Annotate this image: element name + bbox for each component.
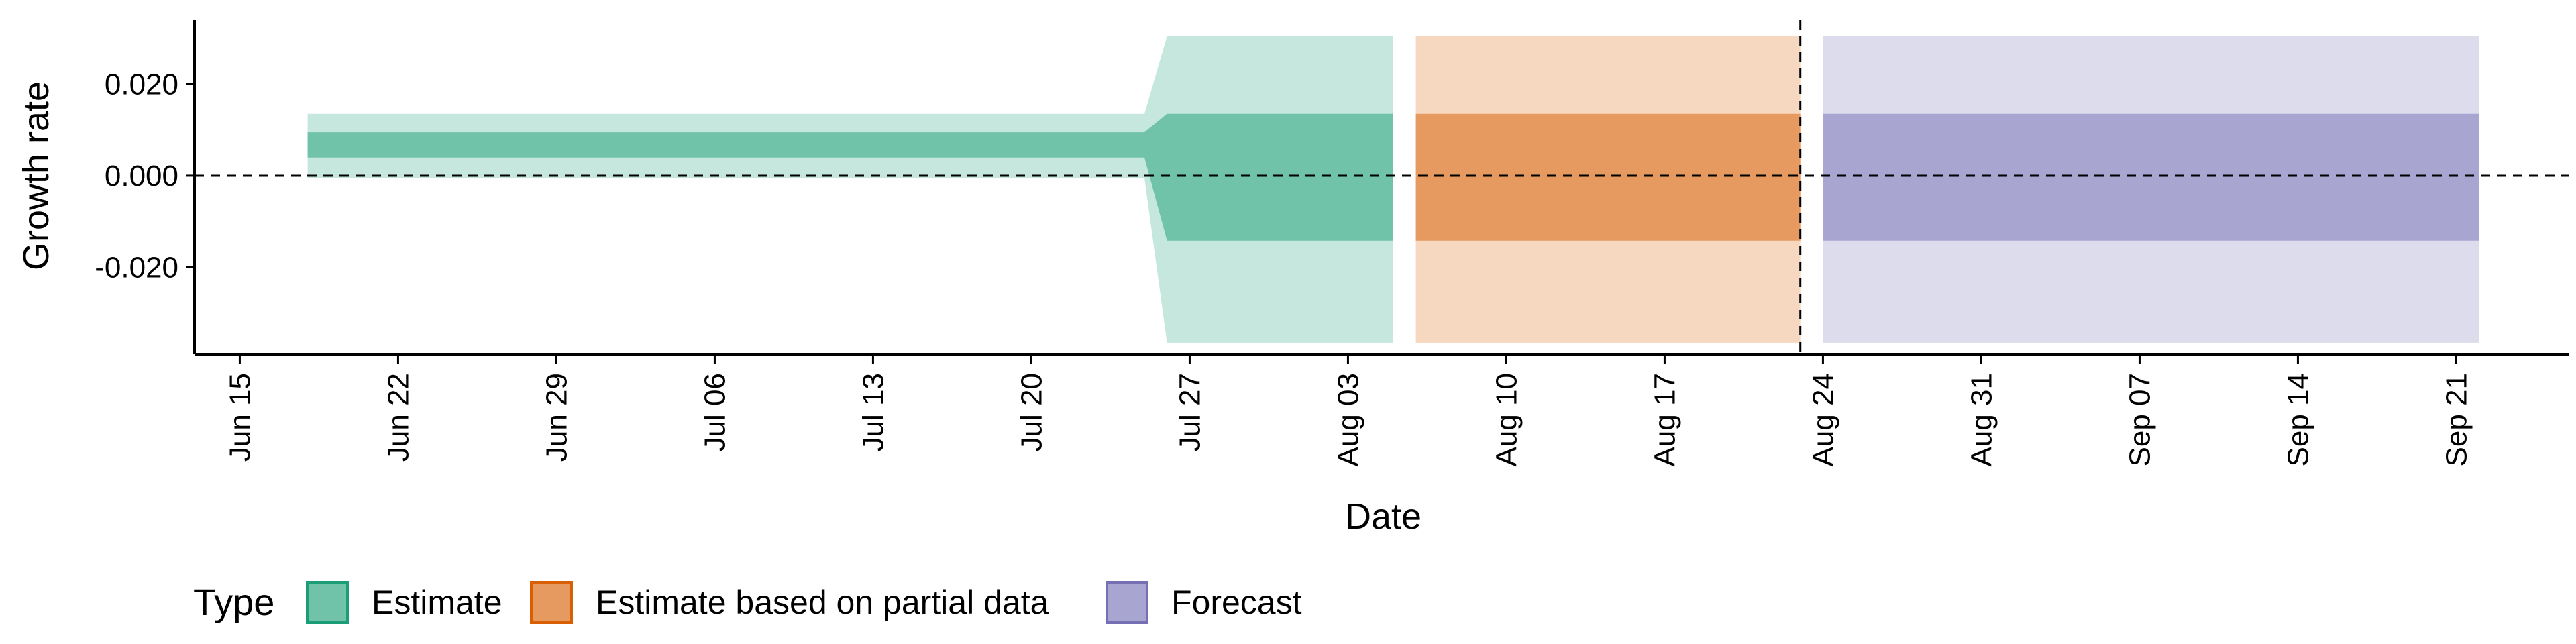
x-tick-label: Sep 21 xyxy=(2440,373,2473,466)
x-tick-label: Aug 03 xyxy=(1332,373,1364,466)
forecast-band-50 xyxy=(1823,113,2479,241)
reference-lines xyxy=(195,20,2569,354)
x-tick-label: Aug 24 xyxy=(1807,373,1839,466)
estimate-legend-key xyxy=(306,581,349,624)
x-axis-title: Date xyxy=(1345,496,1421,537)
x-tick-label: Jun 22 xyxy=(382,373,415,462)
y-tick-label: -0.020 xyxy=(95,251,178,284)
x-tick-label: Jul 27 xyxy=(1173,373,1206,451)
x-tick-label: Aug 17 xyxy=(1648,373,1681,466)
x-tick-label: Jul 13 xyxy=(857,373,890,451)
uncertainty-bands xyxy=(307,36,2479,343)
y-axis-title: Growth rate xyxy=(16,81,56,270)
x-tick-label: Jul 06 xyxy=(698,373,731,451)
tick-labels: 0.020 0.000 -0.020 Jun 15 Jun 22 Jun 29 Jul 06… xyxy=(95,68,2473,467)
axes xyxy=(186,20,2569,364)
x-tick-label: Jun 29 xyxy=(540,373,573,462)
x-tick-label: Sep 07 xyxy=(2123,373,2156,466)
y-tick-label: 0.020 xyxy=(105,68,178,101)
estimate-legend-label: Estimate xyxy=(372,584,502,621)
legend-title: Type xyxy=(193,581,274,623)
legend: Type Estimate Estimate based on partial d… xyxy=(193,581,1302,624)
forecast-legend-key xyxy=(1106,581,1148,624)
estimate-based-on-partial-data-legend-key xyxy=(530,581,573,624)
estimate-based-on-partial-data-legend-label: Estimate based on partial data xyxy=(596,584,1049,621)
x-tick-label: Aug 31 xyxy=(1965,373,1998,466)
x-tick-label: Sep 14 xyxy=(2282,373,2314,466)
estimate-based-on-partial-data-band-50 xyxy=(1415,113,1801,241)
y-tick-label: 0.000 xyxy=(105,160,178,193)
x-tick-label: Aug 10 xyxy=(1490,373,1523,466)
estimate-band-50 xyxy=(307,113,1393,241)
x-tick-label: Jun 15 xyxy=(223,373,256,462)
x-tick-label: Jul 20 xyxy=(1015,373,1048,451)
forecast-legend-label: Forecast xyxy=(1171,584,1302,621)
